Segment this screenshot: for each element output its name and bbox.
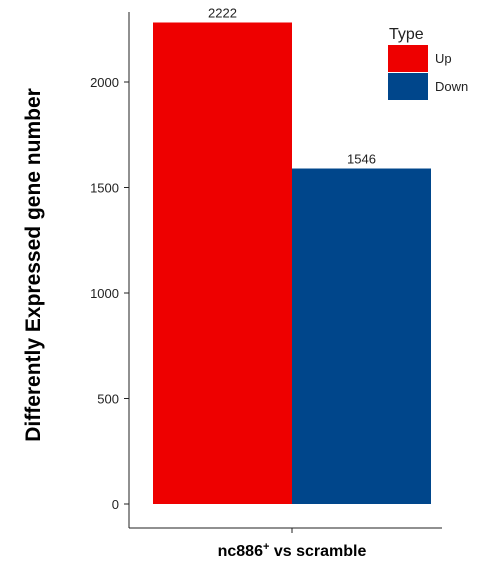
y-tick-label: 500 bbox=[97, 392, 119, 407]
bar-up bbox=[153, 22, 292, 505]
bar-down bbox=[292, 168, 431, 504]
x-axis-title: nc886+ vs scramble bbox=[218, 541, 367, 560]
y-tick-label: 2000 bbox=[90, 75, 119, 90]
x-axis bbox=[129, 527, 442, 533]
legend-swatch-down bbox=[388, 73, 428, 100]
x-axis-title-main: nc886 bbox=[218, 543, 263, 560]
legend-label-down: Down bbox=[435, 79, 468, 94]
legend: Type Up Down bbox=[388, 26, 468, 100]
y-tick-label: 0 bbox=[112, 497, 119, 512]
y-ticks: 0 500 1000 1500 2000 bbox=[90, 75, 129, 512]
bar-value-label-up: 2222 bbox=[208, 5, 237, 20]
bars: 2222 1546 bbox=[153, 5, 431, 505]
legend-swatch-up bbox=[388, 45, 428, 72]
x-axis-title-rest: vs scramble bbox=[269, 543, 366, 560]
x-axis-title-superscript: + bbox=[263, 541, 269, 553]
y-tick-label: 1000 bbox=[90, 286, 119, 301]
y-axis-title: Differently Expressed gene number bbox=[22, 88, 45, 442]
y-tick-label: 1500 bbox=[90, 181, 119, 196]
bar-value-label-down: 1546 bbox=[347, 152, 376, 167]
legend-label-up: Up bbox=[435, 51, 452, 66]
legend-title: Type bbox=[389, 26, 424, 43]
